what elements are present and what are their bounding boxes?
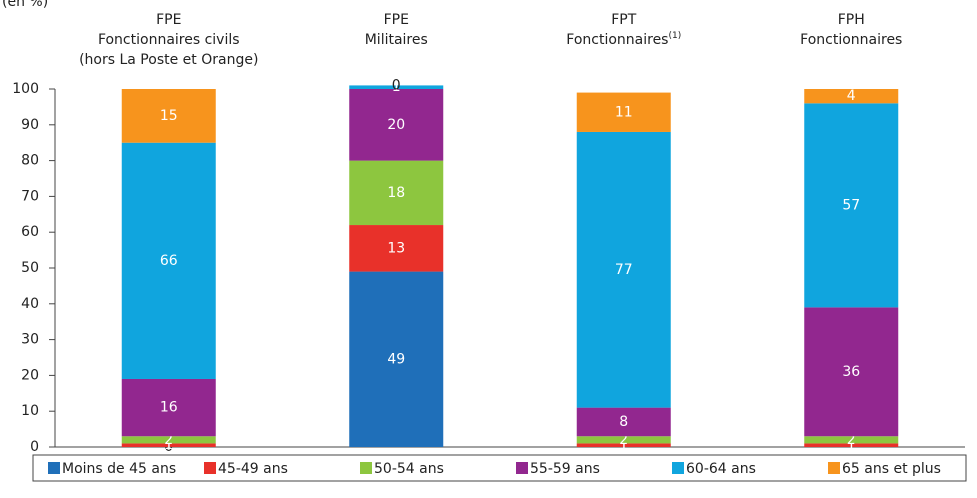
category-label: (hors La Poste et Orange) [79,52,258,68]
y-tick-label: 50 [21,260,39,276]
legend-label: Moins de 45 ans [62,461,176,477]
data-label: 1 [164,437,173,453]
category-label: FPE [156,12,181,28]
bar-segment [349,85,444,89]
legend-label: 65 ans et plus [842,461,941,477]
legend-label: 60-64 ans [686,461,756,477]
bar-segment [349,271,444,447]
y-tick-label: 60 [21,224,39,240]
bar-segment [121,142,216,379]
unit-label: (en %) [2,0,48,10]
legend-swatch [360,462,372,474]
y-tick-label: 30 [21,332,39,348]
y-tick-label: 100 [12,81,39,97]
bar-segment [576,436,671,444]
data-label: 2 [164,432,173,448]
data-label: 13 [387,240,405,256]
data-label: 20 [387,117,405,133]
data-label: 1 [847,437,856,453]
data-label: 77 [615,262,633,278]
bar-segment [804,436,899,444]
bar-segment [804,443,899,447]
bar-segment [804,89,899,104]
data-label: 0 [392,77,401,93]
category-label: Fonctionnaires civils [98,32,240,48]
legend-label: 45-49 ans [218,461,288,477]
bar-segment [349,160,444,226]
data-label: 11 [615,104,633,120]
data-label: 36 [842,364,860,380]
bar-segment [576,407,671,437]
data-label: 2 [619,432,628,448]
legend-label: 50-54 ans [374,461,444,477]
bar-segment [121,443,216,447]
legend-box [32,454,967,482]
category-label: Militaires [365,32,428,48]
y-tick-label: 40 [21,296,39,312]
data-label: 4 [847,88,856,104]
data-label: 18 [387,185,405,201]
data-label: 2 [847,432,856,448]
bar-segment [576,92,671,132]
bar-segment [121,436,216,444]
bar-segment [349,225,444,272]
data-label: 16 [160,400,178,416]
bar-segment [804,307,899,437]
category-label: FPH [838,12,865,28]
y-tick-label: 70 [21,188,39,204]
legend-swatch [48,462,60,474]
bar-segment [576,443,671,447]
y-tick-label: 90 [21,117,39,133]
legend-swatch [204,462,216,474]
legend-swatch [672,462,684,474]
y-tick-label: 80 [21,153,39,169]
data-label: 15 [160,108,178,124]
category-label: Fonctionnaires [800,32,902,48]
data-label: 1 [392,79,401,95]
data-label: 57 [842,197,860,213]
y-tick-label: 20 [21,367,39,383]
data-label: 1 [619,437,628,453]
data-label: 8 [619,414,628,430]
bar-segment [121,89,216,143]
y-tick-label: 10 [21,403,39,419]
category-note: (1) [668,31,681,41]
legend-label: 55-59 ans [530,461,600,477]
bar-segment [349,89,444,161]
bar-segment [576,131,671,408]
category-label: FPE [384,12,409,28]
bar-segment [121,378,216,437]
data-label: 49 [387,351,405,367]
bar-segment [804,103,899,308]
data-label: 66 [160,253,178,269]
category-label: Fonctionnaires(1) [566,31,681,49]
category-label: FPT [611,12,636,28]
legend-swatch [828,462,840,474]
y-tick-label: 0 [30,439,39,455]
legend-swatch [516,462,528,474]
